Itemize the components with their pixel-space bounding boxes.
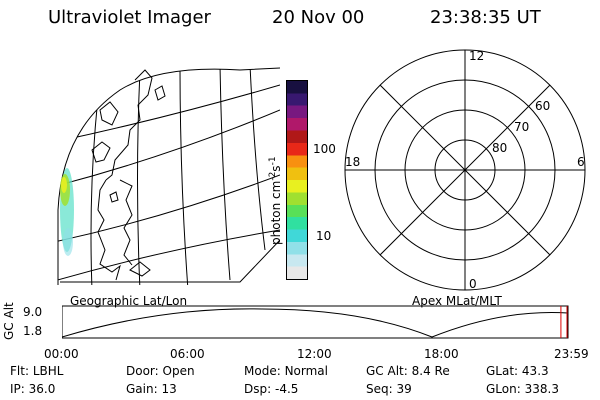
lat-label-70: 70 [514, 120, 529, 134]
mlt-label-12: 12 [469, 49, 484, 63]
info-dsp: Dsp: -4.5 [244, 382, 299, 396]
info-glat: GLat: 43.3 [486, 364, 549, 378]
info-seq: Seq: 39 [366, 382, 412, 396]
polar-diagonal-2 [379, 84, 551, 256]
colorbar [286, 80, 308, 280]
timeline-tick-2359: 23:59 [554, 347, 589, 361]
info-filter: Flt: LBHL [10, 364, 64, 378]
colorbar-axis-label: photon cm-2s-1 [268, 156, 283, 245]
mlt-label-18: 18 [345, 155, 360, 169]
polar-plot: 12 0 18 6 60 70 80 [344, 49, 586, 291]
coastlines [91, 69, 166, 281]
lat-label-60: 60 [535, 99, 550, 113]
mlt-label-0: 0 [469, 277, 477, 291]
timeline-plot [62, 305, 569, 339]
timeline-ymax: 9.0 [23, 305, 43, 319]
timeline-ymin: 1.8 [23, 324, 43, 338]
globe-limb [57, 67, 280, 285]
apex-label: Apex MLat/MLT [412, 294, 502, 308]
aurora-emission [60, 168, 74, 256]
geographic-map [57, 67, 280, 285]
timeline-tick-1200: 12:00 [297, 347, 332, 361]
lat-label-80: 80 [492, 141, 507, 155]
observation-time: 23:38:35 UT [430, 7, 541, 28]
geographic-label: Geographic Lat/Lon [70, 294, 188, 308]
instrument-title: Ultraviolet Imager [48, 7, 211, 28]
mlt-label-6: 6 [577, 155, 585, 169]
info-ip: IP: 36.0 [10, 382, 56, 396]
globe-edge-bottom [60, 239, 280, 283]
info-gain: Gain: 13 [126, 382, 177, 396]
info-door: Door: Open [126, 364, 195, 378]
timeline-tick-0600: 06:00 [170, 347, 205, 361]
timeline-ylabel: GC Alt [2, 302, 16, 340]
orbit-altitude-curve [62, 308, 569, 338]
timeline-frame [62, 305, 569, 339]
info-mode: Mode: Normal [244, 364, 328, 378]
info-glon: GLon: 338.3 [486, 382, 559, 396]
info-gc-alt: GC Alt: 8.4 Re [366, 364, 450, 378]
timeline-tick-1800: 18:00 [424, 347, 459, 361]
colorbar-tick-100: 100 [313, 142, 336, 156]
timeline-tick-0000: 00:00 [44, 347, 79, 361]
observation-date: 20 Nov 00 [272, 7, 365, 28]
colorbar-tick-10: 10 [316, 229, 332, 243]
